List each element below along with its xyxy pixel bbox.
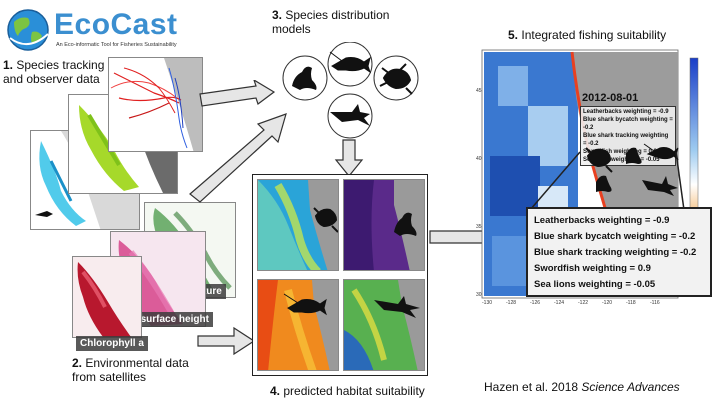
weight-line: Sea lions weighting = -0.05 (534, 279, 656, 290)
sea-lion-icon (292, 66, 317, 90)
species-circles (282, 42, 419, 139)
chlorophyll-map (72, 256, 142, 338)
x-tick: -128 (506, 300, 517, 306)
step-4-label: 4. predicted habitat suitability (270, 384, 425, 398)
weight-line: Blue shark bycatch weighting = -0.2 (534, 231, 696, 242)
zoom-lines (529, 151, 685, 211)
arrow-tracking-to-models (199, 80, 276, 107)
shark-icon (330, 104, 370, 126)
swordfish-icon (283, 293, 327, 316)
y-tick: 40 (476, 156, 482, 162)
arrow-models-to-habitat (334, 139, 364, 177)
ecocast-logo: EcoCast An Eco-informatic Tool for Fishe… (6, 6, 216, 54)
weight-line: Swordfish weighting = 0.9 (583, 149, 657, 155)
species-silhouettes (585, 143, 679, 196)
x-tick: -130 (482, 300, 493, 306)
habitat-panel (252, 174, 428, 376)
sea-lion-icon (394, 212, 417, 236)
sea-lion-icon (626, 147, 642, 164)
arrow-env-to-models (189, 113, 287, 203)
weights-large-box: Leatherbacks weighting = -0.9 Blue shark… (526, 207, 712, 297)
shark-icon (35, 211, 53, 217)
turtle-circle (373, 55, 419, 101)
x-tick: -126 (530, 300, 541, 306)
shark-icon (374, 296, 420, 318)
chlorophyll-label: Chlorophyll a (76, 336, 148, 351)
step-5-label: 5. Integrated fishing suitability (508, 28, 667, 42)
sea-lion-icon (596, 175, 612, 192)
shark-circle (327, 93, 373, 139)
shark-icon (642, 176, 678, 196)
y-tick: 45 (476, 88, 482, 94)
weight-line: Blue shark bycatch weighting = -0.2 (583, 117, 673, 131)
weight-line: Blue shark tracking weighting = -0.2 (583, 133, 669, 147)
turtle-icon (313, 207, 338, 233)
weight-line: Swordfish weighting = 0.9 (534, 263, 651, 274)
sea-lion-circle (282, 55, 328, 101)
x-tick: -118 (626, 300, 636, 306)
x-tick: -122 (578, 300, 589, 306)
arrow-chl-to-habitat (197, 326, 256, 356)
logo-tagline: An Eco-informatic Tool for Fisheries Sus… (56, 42, 177, 48)
turtle-icon (585, 147, 613, 173)
habitat-map-turtle (257, 179, 339, 271)
x-tick: -120 (602, 300, 613, 306)
swordfish-circle (327, 42, 373, 87)
habitat-map-sea-lion (343, 179, 425, 271)
citation: Hazen et al. 2018 Science Advances (484, 380, 680, 394)
weight-line: Blue shark tracking weighting = -0.2 (534, 247, 697, 258)
swordfish-icon (329, 51, 371, 74)
step-3-label: 3. Species distribution models (272, 8, 390, 36)
x-tick: -116 (650, 300, 660, 306)
map-date: 2012-08-01 (582, 92, 639, 104)
habitat-map-swordfish (257, 279, 339, 371)
globe-icon (7, 9, 49, 51)
habitat-map-shark (343, 279, 425, 371)
weight-line: Leatherbacks weighting = -0.9 (534, 215, 670, 226)
step-2-label: 2. Environmental data from satellites (72, 356, 189, 384)
logo-name: EcoCast (54, 8, 178, 41)
weight-line: Leatherbacks weighting = -0.9 (583, 109, 669, 115)
y-tick: 30 (476, 292, 482, 298)
x-tick: -124 (554, 300, 565, 306)
step-1-label: 1. Species tracking and observer data (3, 58, 105, 86)
turtle-icon (379, 63, 413, 95)
weight-line: Sea lions weighting = -0.05 (583, 157, 660, 163)
y-tick: 35 (476, 224, 482, 230)
